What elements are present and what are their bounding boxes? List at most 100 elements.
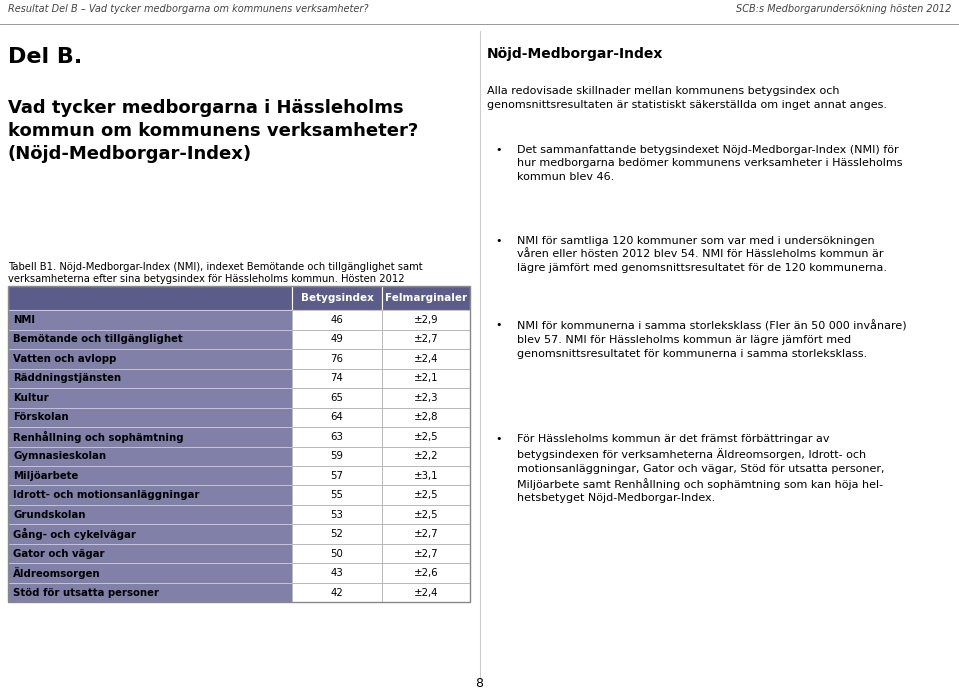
Text: ±2,2: ±2,2	[413, 451, 438, 462]
Bar	[8, 486, 292, 505]
Text: 55: 55	[331, 490, 343, 500]
Text: Bemötande och tillgänglighet: Bemötande och tillgänglighet	[13, 335, 183, 344]
Text: Miljöarbete: Miljöarbete	[13, 471, 79, 481]
Bar	[382, 369, 470, 388]
Text: SCB:s Medborgarundersökning hösten 2012: SCB:s Medborgarundersökning hösten 2012	[736, 4, 951, 14]
Bar	[292, 369, 382, 388]
Text: NMI för kommunerna i samma storleksklass (Fler än 50 000 invånare)
blev 57. NMI : NMI för kommunerna i samma storleksklass…	[518, 320, 907, 359]
Bar	[8, 544, 292, 564]
Text: 74: 74	[331, 373, 343, 383]
Text: Felmarginaler: Felmarginaler	[385, 293, 467, 303]
Text: Nöjd-Medborgar-Index: Nöjd-Medborgar-Index	[487, 47, 664, 62]
Bar	[382, 505, 470, 525]
Text: ±2,7: ±2,7	[413, 529, 438, 539]
Bar	[8, 330, 292, 349]
Text: Det sammanfattande betygsindexet Nöjd-Medborgar-Index (NMI) för
hur medborgarna : Det sammanfattande betygsindexet Nöjd-Me…	[518, 145, 903, 182]
Text: ±2,3: ±2,3	[413, 393, 438, 403]
Text: Idrott- och motionsanläggningar: Idrott- och motionsanläggningar	[13, 490, 199, 500]
Text: ±2,5: ±2,5	[413, 432, 438, 442]
Bar	[8, 525, 292, 544]
Bar	[382, 564, 470, 583]
Bar	[8, 388, 292, 407]
Text: ±2,6: ±2,6	[413, 568, 438, 578]
Bar	[382, 466, 470, 486]
Text: Alla redovisade skillnader mellan kommunens betygsindex och
genomsnittsresultate: Alla redovisade skillnader mellan kommun…	[487, 86, 887, 110]
Text: Äldreomsorgen: Äldreomsorgen	[13, 567, 101, 579]
Text: Räddningstjänsten: Räddningstjänsten	[13, 373, 122, 383]
Bar	[382, 407, 470, 427]
Text: 63: 63	[331, 432, 343, 442]
Bar	[292, 544, 382, 564]
Text: 52: 52	[331, 529, 343, 539]
Text: Renhållning och sophämtning: Renhållning och sophämtning	[13, 431, 184, 443]
Text: Gång- och cykelvägar: Gång- och cykelvägar	[13, 528, 136, 540]
Bar	[292, 564, 382, 583]
Text: Resultat Del B – Vad tycker medborgarna om kommunens verksamheter?: Resultat Del B – Vad tycker medborgarna …	[8, 4, 368, 14]
Text: 46: 46	[331, 315, 343, 325]
Text: Stöd för utsatta personer: Stöd för utsatta personer	[13, 588, 159, 598]
Bar	[8, 505, 292, 525]
Bar	[382, 583, 470, 602]
Text: Vatten och avlopp: Vatten och avlopp	[13, 354, 116, 364]
Bar	[382, 286, 470, 310]
Bar	[8, 446, 292, 466]
Text: •: •	[496, 236, 503, 246]
Bar	[8, 407, 292, 427]
Text: 42: 42	[331, 588, 343, 598]
Bar	[292, 466, 382, 486]
Text: •: •	[496, 434, 503, 443]
Bar	[292, 349, 382, 369]
Bar	[292, 330, 382, 349]
Bar	[382, 486, 470, 505]
Bar	[8, 286, 292, 310]
Bar	[292, 486, 382, 505]
Text: Tabell B1. Nöjd-Medborgar-Index (NMI), indexet Bemötande och tillgänglighet samt: Tabell B1. Nöjd-Medborgar-Index (NMI), i…	[8, 262, 422, 284]
Bar	[292, 310, 382, 330]
Text: Vad tycker medborgarna i Hässleholms
kommun om kommunens verksamheter?
(Nöjd-Med: Vad tycker medborgarna i Hässleholms kom…	[8, 99, 418, 163]
Text: 59: 59	[331, 451, 343, 462]
Text: 76: 76	[331, 354, 343, 364]
Bar	[8, 427, 292, 446]
Bar	[292, 446, 382, 466]
Text: 8: 8	[476, 677, 483, 690]
Text: ±2,9: ±2,9	[413, 315, 438, 325]
Bar	[292, 388, 382, 407]
Text: •: •	[496, 320, 503, 330]
Bar	[292, 583, 382, 602]
Text: 50: 50	[331, 548, 343, 559]
Text: ±2,7: ±2,7	[413, 335, 438, 344]
Bar	[8, 310, 292, 330]
Bar	[292, 286, 382, 310]
Text: Förskolan: Förskolan	[13, 412, 69, 423]
Text: •: •	[496, 145, 503, 155]
Bar	[8, 349, 292, 369]
Text: ±2,4: ±2,4	[413, 354, 438, 364]
Text: Gymnasieskolan: Gymnasieskolan	[13, 451, 106, 462]
Text: ±3,1: ±3,1	[413, 471, 438, 481]
Text: Kultur: Kultur	[13, 393, 49, 403]
Bar	[292, 525, 382, 544]
Text: 53: 53	[331, 509, 343, 520]
Text: ±2,8: ±2,8	[413, 412, 438, 423]
Text: Del B.: Del B.	[8, 47, 82, 67]
Text: ±2,5: ±2,5	[413, 509, 438, 520]
Text: 43: 43	[331, 568, 343, 578]
Text: 64: 64	[331, 412, 343, 423]
Bar	[382, 446, 470, 466]
Text: ±2,5: ±2,5	[413, 490, 438, 500]
Text: 65: 65	[331, 393, 343, 403]
Text: Betygsindex: Betygsindex	[300, 293, 373, 303]
Text: 49: 49	[331, 335, 343, 344]
Bar	[8, 369, 292, 388]
Text: För Hässleholms kommun är det främst förbättringar av
betygsindexen för verksamh: För Hässleholms kommun är det främst för…	[518, 434, 885, 503]
Bar	[382, 525, 470, 544]
Bar	[292, 505, 382, 525]
Bar	[382, 388, 470, 407]
Bar	[8, 466, 292, 486]
Text: 57: 57	[331, 471, 343, 481]
Text: Gator och vägar: Gator och vägar	[13, 548, 105, 559]
Bar	[382, 427, 470, 446]
Text: Grundskolan: Grundskolan	[13, 509, 85, 520]
Text: ±2,1: ±2,1	[413, 373, 438, 383]
Bar	[382, 310, 470, 330]
